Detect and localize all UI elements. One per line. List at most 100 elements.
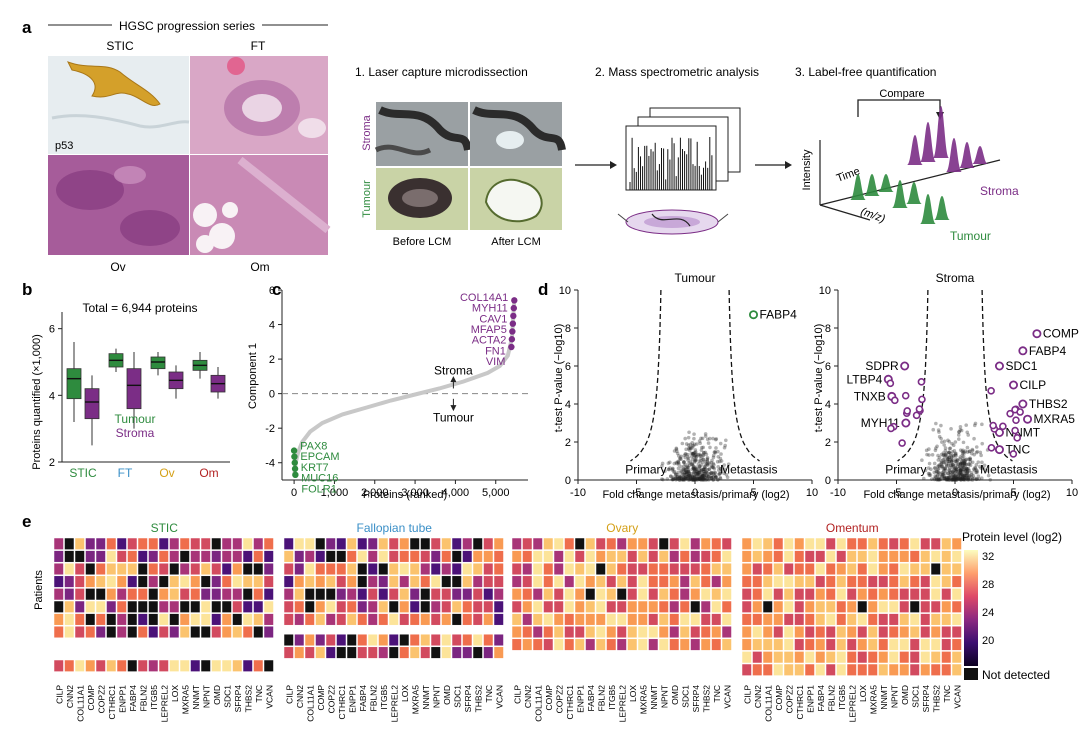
panel-d-right-point [958,473,963,477]
heatmap-cell [451,633,462,647]
panel-d-left-point [672,449,677,453]
panel-d-left-point [660,477,664,481]
panel-d-right-point [960,477,965,481]
panel-d-right-point [954,476,959,480]
panel-d-right-point [964,477,969,481]
panel-c-tumour-point [291,459,298,466]
panel-c-stroma-point [510,312,517,320]
panel-d-right-sig-point [1009,450,1018,458]
panel-d-right-point [931,427,936,432]
heatmap-cell [815,651,826,664]
panel-d-right-point [980,441,985,446]
panel-d-left-point [701,467,705,472]
histology-ft [190,56,328,154]
heatmap-cell [95,562,106,576]
panel-d-right-point [942,467,947,471]
panel-d-right-highlight-label: SDPR [865,359,899,373]
heatmap-cell [899,600,910,613]
panel-d-right-point [943,471,948,476]
panel-d-left-point [701,445,706,450]
heatmap-cell [522,588,533,601]
panel-d-right-point [954,466,958,471]
panel-d-right-y-tick-label: 6 [825,361,831,373]
panel-d-right-point [959,460,964,465]
panel-d-left-point [701,453,706,458]
panel-d-left-point [694,455,699,459]
heatmap-protein-label: SFRP4 [463,685,473,713]
heatmap-cell [522,625,533,639]
panel-d-left-point [665,477,670,481]
heatmap-cell [721,625,732,639]
panel-d-left-point [704,452,709,457]
panel-d-left-point [691,471,696,475]
panel-d-left-point [709,460,714,465]
heatmap-cell [399,646,410,659]
heatmap-cell [511,600,522,613]
panel-d-right-point [944,463,949,468]
heatmap-cell [190,575,201,588]
panel-d-right-point [970,460,975,465]
panel-d-left-point [717,471,722,476]
panel-d-left-point [711,461,716,466]
panel-d-left-y-tick-label: 6 [565,361,571,373]
heatmap-cell [263,625,274,639]
heatmap-cell [263,659,274,672]
heatmap-cell [221,562,232,576]
heatmap-cell [451,575,462,588]
panel-d-right-point [940,472,945,477]
panel-d-left-point [697,470,702,475]
heatmap-cell [74,600,85,613]
panel-d-right-point [980,460,984,465]
heatmap-cell [462,588,473,601]
panel-d-right-point [948,457,952,462]
panel-d-left-point [673,472,678,477]
panel-d-left-point [671,477,675,482]
panel-d-right-point [966,475,970,480]
heatmap-cell [616,625,627,639]
heatmap-cell [95,575,106,588]
panel-d-right-sig-point [999,422,1007,431]
heatmap-cell [95,588,106,601]
panel-d-right-point [939,461,944,466]
heatmap-cell [930,651,941,664]
panel-c-tumour-label: PAX8 [300,440,327,452]
panel-d-left-point [707,467,712,472]
heatmap-protein-label: CILP [742,685,752,704]
heatmap-cell [106,575,117,588]
heatmap-cell [283,550,294,563]
panel-d-right-point [936,473,940,477]
panel-d-left-point [692,467,697,472]
panel-d-left-point [681,478,686,482]
heatmap-cell [74,562,85,576]
panel-d-right-point [959,472,964,476]
panel-d-right-point [961,473,965,478]
panel-d-left-point [714,446,718,450]
heatmap-cell [606,600,617,613]
heatmap-cell [304,562,315,576]
heatmap-cell [836,600,847,613]
panel-d-left-point [696,462,701,466]
panel-d-right-point [947,468,952,473]
heatmap-cell [409,588,420,601]
heatmap-cell [430,575,441,588]
panel-d-left-point [696,452,701,457]
heatmap-cell [773,625,784,639]
heatmap-cell [794,537,805,550]
panel-d-left-point [718,441,723,446]
panel-d-left-point [690,446,694,450]
panel-d-right-point [956,462,961,466]
heatmap-cell [294,600,305,613]
panel-d-right-point [947,459,951,464]
panel-c-x-tick-label: 3,000 [401,487,429,499]
panel-d-left-point [685,464,690,469]
heatmap-cell [606,537,617,550]
panel-d-left-point [674,475,678,480]
heatmap-cell [294,575,305,588]
heatmap-cell [211,575,222,588]
heatmap-cell [825,537,836,550]
panel-d-right-point [936,428,941,432]
panel-d-left-point [676,459,680,464]
heatmap-cell [283,633,294,647]
panel-d-left-x-tick-label: -10 [570,487,586,499]
panel-d-right-point [969,472,974,477]
